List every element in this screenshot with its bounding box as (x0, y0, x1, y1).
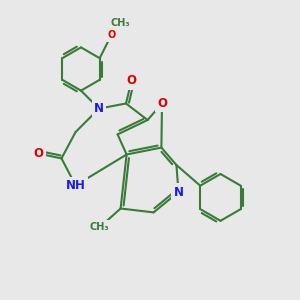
Text: N: N (94, 102, 104, 115)
Text: NH: NH (66, 179, 86, 192)
Text: CH₃: CH₃ (111, 18, 130, 28)
Text: O: O (126, 74, 136, 88)
Text: CH₃: CH₃ (90, 222, 110, 233)
Text: O: O (33, 147, 43, 160)
Text: O: O (107, 29, 116, 40)
Text: O: O (157, 97, 167, 110)
Text: N: N (173, 185, 184, 199)
